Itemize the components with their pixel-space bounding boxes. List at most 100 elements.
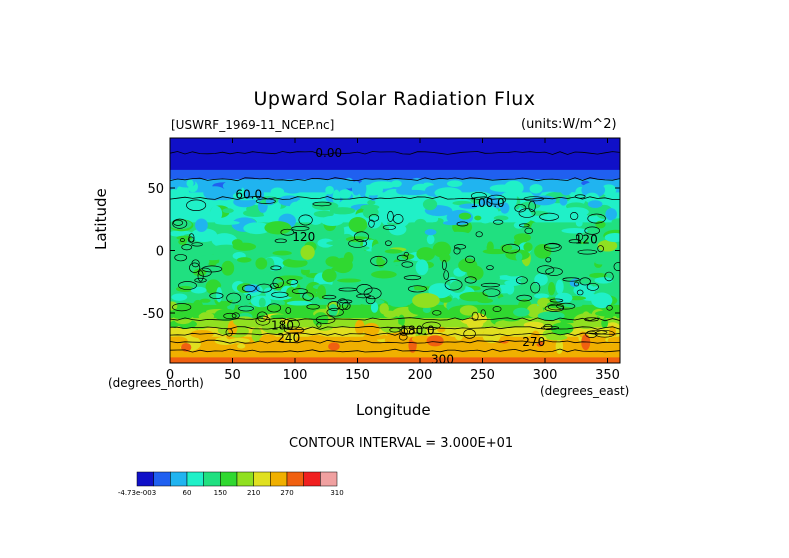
heatmap-band <box>170 351 620 355</box>
heatmap-band <box>170 145 620 148</box>
heatmap-band <box>170 169 620 173</box>
heatmap-patch <box>277 275 303 281</box>
contour-label: 60.0 <box>235 187 262 201</box>
heatmap-patch <box>388 223 407 236</box>
heatmap-patch <box>424 229 437 236</box>
contour-line <box>209 292 224 300</box>
heatmap-band <box>170 353 620 357</box>
heatmap-band <box>170 138 620 141</box>
heatmap-patch <box>514 208 532 224</box>
heatmap-patch <box>513 221 525 229</box>
heatmap-patch <box>332 189 341 206</box>
heatmap-patch <box>415 259 429 276</box>
contour-line <box>189 262 201 273</box>
contour-line <box>281 318 300 330</box>
heatmap-patch <box>222 180 244 192</box>
contour-line <box>586 282 599 291</box>
contour-line <box>396 254 409 262</box>
heatmap-band <box>170 211 620 214</box>
heatmap-band <box>170 291 620 295</box>
colorbar-swatch <box>136 471 154 487</box>
heatmap-patch <box>473 205 499 219</box>
heatmap-patch <box>286 300 313 306</box>
contour-line <box>399 327 409 336</box>
heatmap-patch <box>236 257 252 263</box>
contour-line <box>170 339 620 344</box>
contour-line <box>594 330 615 338</box>
colorbar-swatch <box>186 471 204 487</box>
heatmap-band <box>170 160 620 163</box>
heatmap-patch <box>351 250 376 262</box>
heatmap-band <box>170 319 620 323</box>
x-tick-label: 350 <box>595 368 620 383</box>
heatmap-patch <box>233 316 256 328</box>
contour-line <box>283 326 305 334</box>
heatmap-patch <box>589 272 607 278</box>
contour-line <box>399 333 408 341</box>
heatmap-patch <box>559 196 568 206</box>
contour-label: 270 <box>522 335 545 349</box>
heatmap-patch <box>497 335 515 342</box>
heatmap-band <box>170 149 620 152</box>
heatmap-patch <box>459 291 487 302</box>
heatmap-patch <box>221 260 235 276</box>
heatmap-band <box>170 166 620 169</box>
contour-line <box>225 328 233 337</box>
heatmap-patch <box>367 199 376 206</box>
heatmap-patch <box>353 290 365 303</box>
heatmap-band <box>170 284 620 287</box>
heatmap-band <box>170 271 620 274</box>
heatmap-patch <box>290 279 298 288</box>
contour-line <box>539 212 559 221</box>
heatmap-patch <box>396 186 410 195</box>
heatmap-patch <box>256 188 265 202</box>
heatmap-patch <box>591 292 613 309</box>
heatmap-band <box>170 164 620 167</box>
contour-line <box>584 226 600 235</box>
contour-line <box>272 277 284 288</box>
heatmap-band <box>170 299 620 302</box>
heatmap-patch <box>442 220 461 226</box>
heatmap-patch <box>512 285 537 298</box>
heatmap-patch <box>300 244 315 260</box>
heatmap-patch <box>459 305 478 316</box>
heatmap-patch <box>537 311 565 321</box>
colorbar-label: 150 <box>214 489 227 497</box>
heatmap-patch <box>175 285 195 293</box>
heatmap-patch <box>493 215 509 221</box>
contour-line <box>545 267 563 276</box>
heatmap-patch <box>337 278 362 283</box>
heatmap-patch <box>408 197 417 212</box>
contour-line <box>544 304 565 312</box>
heatmap-band <box>170 359 620 362</box>
heatmap-patch <box>587 200 603 209</box>
heatmap-patch <box>248 231 260 247</box>
heatmap-patch <box>513 233 531 243</box>
heatmap-patch <box>379 303 389 315</box>
x-tick-label: 250 <box>470 368 495 383</box>
contour-line <box>270 265 282 271</box>
contour-line <box>326 307 344 317</box>
contour-line <box>604 271 614 282</box>
contour-line <box>181 244 193 251</box>
heatmap-patch <box>363 322 380 336</box>
heatmap-band <box>170 316 620 319</box>
heatmap-patch <box>175 185 190 200</box>
contour-line <box>465 255 476 264</box>
contour-line <box>327 300 341 311</box>
heatmap-patch <box>504 279 522 287</box>
heatmap-patch <box>337 224 345 240</box>
contour-line <box>407 285 427 293</box>
heatmap-patch <box>485 272 500 284</box>
heatmap-patch <box>555 339 564 354</box>
colorbar-swatch <box>236 471 254 487</box>
heatmap-patch <box>195 218 208 232</box>
heatmap-patch <box>198 312 215 321</box>
heatmap-patch <box>357 298 385 306</box>
contour-line <box>401 325 415 335</box>
units-label: (units:W/m^2) <box>521 117 617 132</box>
contour-line <box>401 261 414 268</box>
colorbar-label: 310 <box>330 489 343 497</box>
